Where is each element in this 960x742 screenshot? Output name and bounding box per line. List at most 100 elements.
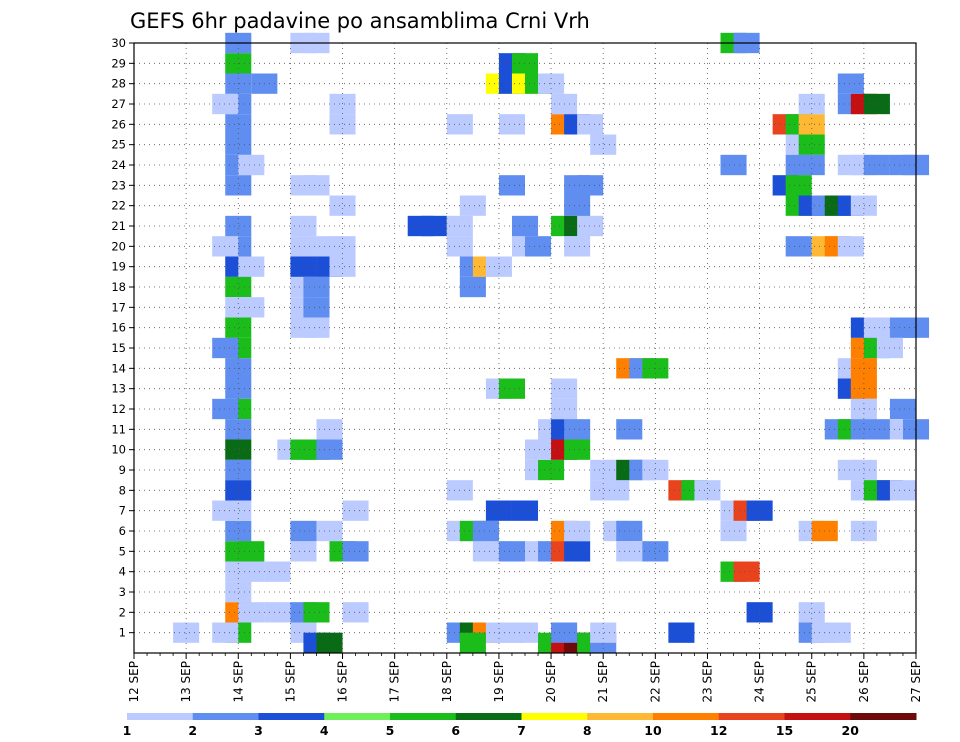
y-tick-label: 27 xyxy=(111,97,126,111)
y-tick-label: 28 xyxy=(111,77,126,91)
heatmap-cell xyxy=(720,154,747,176)
heatmap-cell xyxy=(889,480,916,501)
heatmap-cell xyxy=(303,602,330,623)
heatmap-cell xyxy=(564,541,591,562)
colorbar-segment xyxy=(390,713,457,720)
heatmap-cell xyxy=(225,134,252,155)
heatmap-cell xyxy=(459,632,486,653)
heatmap-cell xyxy=(225,215,252,237)
heatmap-cell xyxy=(303,175,330,196)
colorbar-label: 20 xyxy=(842,723,860,738)
heatmap-cell xyxy=(798,114,825,135)
heatmap-cell xyxy=(303,276,330,298)
x-tick-label: 19 SEP xyxy=(492,661,506,703)
heatmap-cell xyxy=(603,480,630,501)
heatmap-cell xyxy=(290,541,317,562)
heatmap-cell xyxy=(264,602,291,623)
heatmap-cell xyxy=(212,398,239,420)
colorbar-segment xyxy=(653,713,720,720)
y-tick-label: 15 xyxy=(111,341,126,355)
heatmap-cell xyxy=(863,419,890,440)
heatmap-cell xyxy=(511,622,539,643)
y-tick-label: 13 xyxy=(111,382,126,396)
heatmap-cell xyxy=(498,378,525,399)
heatmap-cell xyxy=(485,256,512,277)
heatmap-cell xyxy=(238,541,265,562)
y-tick-label: 14 xyxy=(111,361,126,375)
heatmap-cell xyxy=(525,236,552,257)
heatmap-cell xyxy=(564,195,591,216)
y-tick-label: 26 xyxy=(111,117,126,131)
y-tick-label: 3 xyxy=(119,585,126,599)
y-tick-label: 2 xyxy=(119,605,126,619)
heatmap-cell xyxy=(733,561,760,582)
heatmap-cell xyxy=(225,439,252,460)
heatmap-cell xyxy=(564,419,591,440)
heatmap-cell xyxy=(577,215,604,237)
y-tick-label: 19 xyxy=(111,260,126,274)
x-tick-label: 14 SEP xyxy=(231,661,245,703)
y-tick-label: 1 xyxy=(119,626,126,640)
heatmap-cell xyxy=(511,53,539,74)
colorbar-segment xyxy=(850,713,917,720)
heatmap-cell xyxy=(225,459,252,481)
y-tick-label: 8 xyxy=(119,483,126,497)
y-axis-ticks: 1234567891011121314151617181920212223242… xyxy=(111,36,134,640)
heatmap-cell xyxy=(459,195,486,216)
heatmap-cell xyxy=(590,622,617,643)
heatmap-cell xyxy=(225,317,252,338)
heatmap-cell xyxy=(212,93,239,115)
colorbar-label: 2 xyxy=(188,723,197,738)
heatmap-cell xyxy=(785,175,812,196)
heatmap-cell xyxy=(173,622,200,643)
colorbar-segment xyxy=(258,713,325,720)
heatmap-cell xyxy=(212,236,239,257)
heatmap-cell xyxy=(694,480,721,501)
heatmap-cell xyxy=(798,602,825,623)
colorbar-segment xyxy=(784,713,851,720)
y-tick-label: 24 xyxy=(111,158,126,172)
heatmap-cell xyxy=(303,317,330,338)
colorbar-label: 12 xyxy=(710,723,727,738)
colorbar-segment xyxy=(192,713,259,720)
heatmap-cell xyxy=(642,541,669,562)
y-tick-label: 29 xyxy=(111,56,126,70)
y-tick-label: 22 xyxy=(111,199,126,213)
heatmap-cell xyxy=(590,134,617,155)
x-tick-label: 22 SEP xyxy=(648,661,662,703)
x-axis-ticks: 12 SEP 13 SEP 14 SEP 15 SEP 16 SEP 17 SEP 18 S… xyxy=(127,653,923,703)
heatmap-cell xyxy=(459,276,486,298)
heatmap-cell xyxy=(303,297,330,318)
heatmap-cell xyxy=(850,195,877,216)
heatmap-cell xyxy=(238,602,265,623)
colorbar-label: 8 xyxy=(583,723,592,738)
heatmap-cell xyxy=(329,256,356,277)
heatmap-cell xyxy=(511,215,539,237)
heatmap-cell xyxy=(720,520,747,542)
heatmap-cell xyxy=(225,419,252,440)
heatmap-cell xyxy=(564,236,591,257)
heatmap-cell xyxy=(798,154,825,176)
heatmap-cell xyxy=(225,581,252,603)
heatmap-cell xyxy=(564,439,591,460)
heatmap-cell xyxy=(850,459,877,481)
heatmap-cell xyxy=(225,276,252,298)
heatmap-cell xyxy=(238,297,265,318)
heatmap-cell xyxy=(472,520,499,542)
y-tick-label: 25 xyxy=(111,138,126,152)
y-tick-label: 7 xyxy=(119,504,126,518)
heatmap-cell xyxy=(785,236,812,257)
y-tick-label: 9 xyxy=(119,463,126,477)
x-tick-label: 25 SEP xyxy=(805,661,819,703)
x-tick-label: 16 SEP xyxy=(336,661,350,703)
heatmap-cell xyxy=(290,520,317,542)
x-tick-label: 26 SEP xyxy=(857,661,871,703)
heatmap-cell xyxy=(498,541,525,562)
x-tick-label: 15 SEP xyxy=(283,661,297,703)
y-tick-label: 17 xyxy=(111,300,126,314)
y-tick-label: 21 xyxy=(111,219,126,233)
heatmap-cell xyxy=(498,175,525,196)
heatmap-cell xyxy=(342,602,369,623)
heatmap-cell xyxy=(850,520,877,542)
